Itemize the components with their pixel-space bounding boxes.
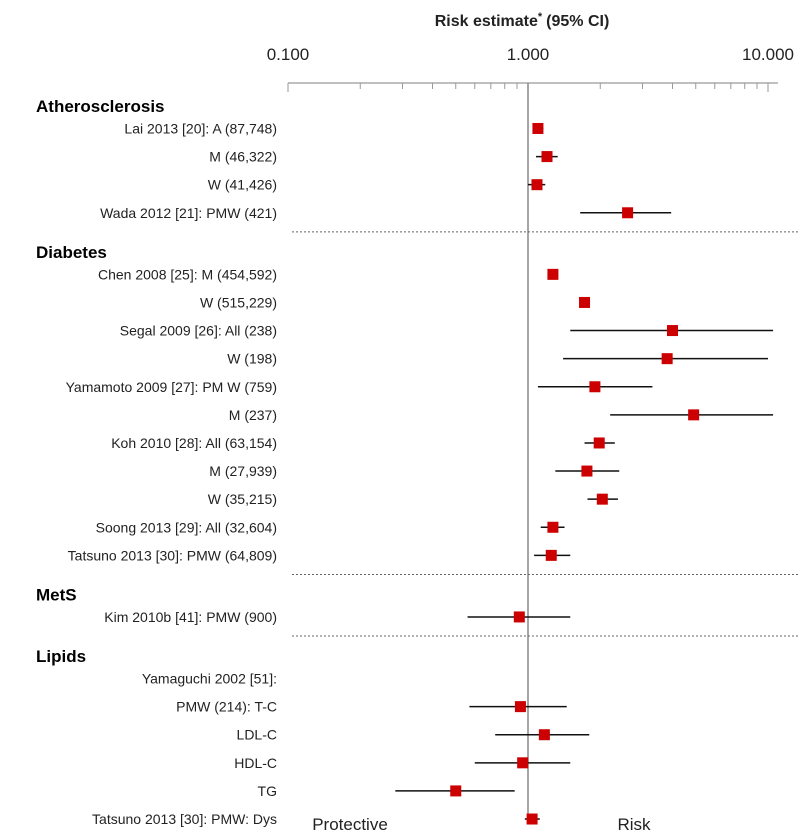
estimate-marker — [547, 521, 559, 533]
group-separators — [292, 231, 800, 637]
footer-protective-label: Protective — [312, 815, 388, 832]
forest-rows: Atherosclerosis Lai 2013 [20]: A (87,748)… — [36, 97, 774, 827]
estimate-marker — [579, 296, 591, 308]
estimate-marker — [688, 409, 700, 421]
x-tick-label: 0.100 — [267, 45, 310, 64]
group-heading: MetS — [36, 585, 77, 604]
row-label: Yamaguchi 2002 [51]: — [142, 671, 277, 687]
estimate-marker — [596, 493, 608, 505]
estimate-marker — [538, 729, 550, 741]
chart-title: Risk estimate* (95% CI) — [435, 11, 610, 30]
row-label: Soong 2013 [29]: All (32,604) — [96, 519, 277, 535]
row-label: Koh 2010 [28]: All (63,154) — [111, 435, 277, 451]
row-label: HDL-C — [234, 755, 277, 771]
estimate-marker — [532, 122, 544, 134]
row-label: Yamamoto 2009 [27]: PM W (759) — [66, 379, 277, 395]
estimate-marker — [666, 325, 678, 337]
row-label: Tatsuno 2013 [30]: PMW (64,809) — [68, 547, 277, 563]
x-tick-label: 1.000 — [507, 45, 550, 64]
footer-risk-label: Risk — [617, 815, 651, 832]
row-label: W (35,215) — [208, 491, 277, 507]
estimate-marker — [661, 353, 673, 365]
estimate-marker — [589, 381, 601, 393]
group-heading: Lipids — [36, 647, 86, 666]
row-label: M (237) — [229, 407, 277, 423]
x-axis: 0.100 1.000 10.000 — [267, 45, 794, 815]
row-label: M (27,939) — [209, 463, 277, 479]
estimate-marker — [547, 268, 559, 280]
row-label: PMW (214): T-C — [176, 699, 277, 715]
row-label: W (515,229) — [200, 294, 277, 310]
estimate-marker — [545, 549, 557, 561]
row-label: Chen 2008 [25]: M (454,592) — [98, 266, 277, 282]
chart-title-main: Risk estimate — [435, 13, 538, 30]
estimate-marker — [541, 151, 553, 163]
row-label: TG — [258, 783, 277, 799]
row-label: W (41,426) — [208, 177, 277, 193]
estimate-marker — [517, 757, 529, 769]
row-label: Tatsuno 2013 [30]: PMW: Dys — [92, 811, 277, 827]
row-label: W (198) — [227, 351, 277, 367]
chart-title-superscript: * — [538, 11, 543, 23]
estimate-marker — [514, 701, 526, 713]
estimate-marker — [450, 785, 462, 797]
estimate-marker — [513, 611, 525, 623]
row-label: Kim 2010b [41]: PMW (900) — [104, 609, 277, 625]
row-label: M (46,322) — [209, 149, 277, 165]
row-label: LDL-C — [237, 727, 277, 743]
row-label: Lai 2013 [20]: A (87,748) — [124, 120, 277, 136]
estimate-marker — [622, 207, 634, 219]
row-label: Segal 2009 [26]: All (238) — [120, 323, 277, 339]
row-label: Wada 2012 [21]: PMW (421) — [100, 205, 277, 221]
x-tick-label: 10.000 — [742, 45, 794, 64]
estimate-marker — [526, 813, 538, 825]
estimate-marker — [531, 179, 543, 191]
group-heading: Diabetes — [36, 243, 107, 262]
group-heading: Atherosclerosis — [36, 97, 165, 116]
estimate-marker — [581, 465, 593, 477]
chart-title-suffix: (95% CI) — [546, 13, 609, 30]
estimate-marker — [593, 437, 605, 449]
